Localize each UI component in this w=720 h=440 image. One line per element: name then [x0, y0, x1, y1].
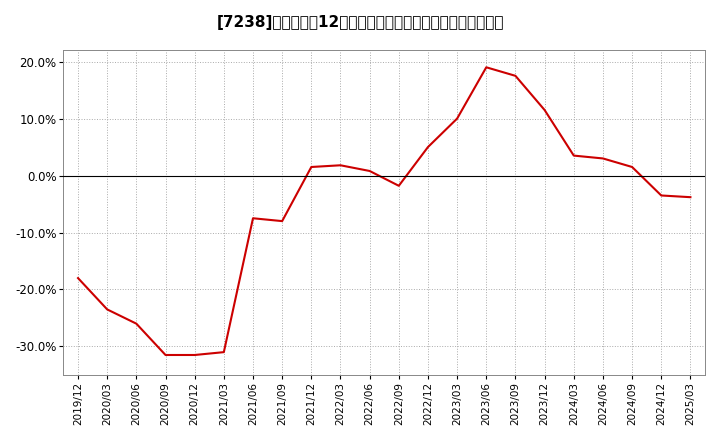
Text: [7238]　売上高の12か月移動合計の対前年同期増減率の推移: [7238] 売上高の12か月移動合計の対前年同期増減率の推移	[216, 15, 504, 30]
